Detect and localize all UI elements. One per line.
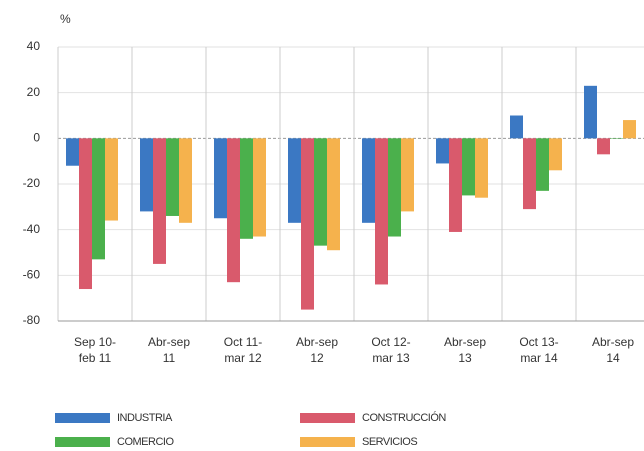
bar — [375, 138, 388, 285]
bar — [240, 138, 253, 239]
bar — [153, 138, 166, 264]
y-tick-label: -60 — [23, 268, 41, 282]
x-tick-label: Abr-sep 14 — [592, 335, 634, 365]
x-tick-label: Abr-sep 11 — [148, 335, 190, 365]
x-tick-label: Oct 12-mar 13 — [371, 335, 410, 365]
bar — [401, 138, 414, 212]
y-tick-label: -80 — [23, 313, 41, 327]
legend-label: COMERCIO — [117, 436, 174, 448]
bar — [449, 138, 462, 232]
legend-swatch — [300, 413, 355, 423]
bar — [66, 138, 79, 166]
x-tick-label: Sep 10-feb 11 — [74, 335, 116, 365]
x-tick-label: Abr-sep 12 — [296, 335, 338, 365]
legend-label: INDUSTRIA — [117, 412, 173, 424]
legend-swatch — [55, 413, 110, 423]
bar — [105, 138, 118, 221]
bar — [92, 138, 105, 260]
bar — [362, 138, 375, 223]
bar — [327, 138, 340, 251]
bar — [179, 138, 192, 223]
bar — [314, 138, 327, 246]
bar — [388, 138, 401, 237]
y-tick-label: 40 — [27, 39, 41, 53]
legend-label: SERVICIOS — [362, 436, 417, 448]
bar — [140, 138, 153, 212]
legend-swatch — [300, 437, 355, 447]
bar — [166, 138, 179, 216]
bar — [623, 120, 636, 139]
bar — [597, 138, 610, 155]
x-tick-label: Oct 13-mar 14 — [519, 335, 558, 365]
bar — [549, 138, 562, 171]
bar — [79, 138, 92, 290]
y-tick-label: -40 — [23, 222, 41, 236]
x-tick-label: Oct 11-mar 12 — [224, 335, 262, 365]
y-tick-label: 0 — [33, 131, 40, 145]
bar — [610, 138, 623, 139]
x-tick-label: Abr-sep 13 — [444, 335, 486, 365]
bar — [536, 138, 549, 191]
legend-label: CONSTRUCCIÓN — [362, 411, 446, 424]
bar — [523, 138, 536, 210]
bar — [288, 138, 301, 223]
bar — [510, 115, 523, 139]
bar — [584, 85, 597, 139]
bar — [301, 138, 314, 310]
bar — [436, 138, 449, 164]
legend-swatch — [55, 437, 110, 447]
y-tick-label: -20 — [23, 176, 41, 190]
bar — [253, 138, 266, 237]
bar — [214, 138, 227, 219]
y-unit: % — [60, 12, 71, 26]
bar — [462, 138, 475, 196]
y-tick-label: 20 — [27, 85, 41, 99]
bar — [475, 138, 488, 198]
bar — [227, 138, 240, 283]
